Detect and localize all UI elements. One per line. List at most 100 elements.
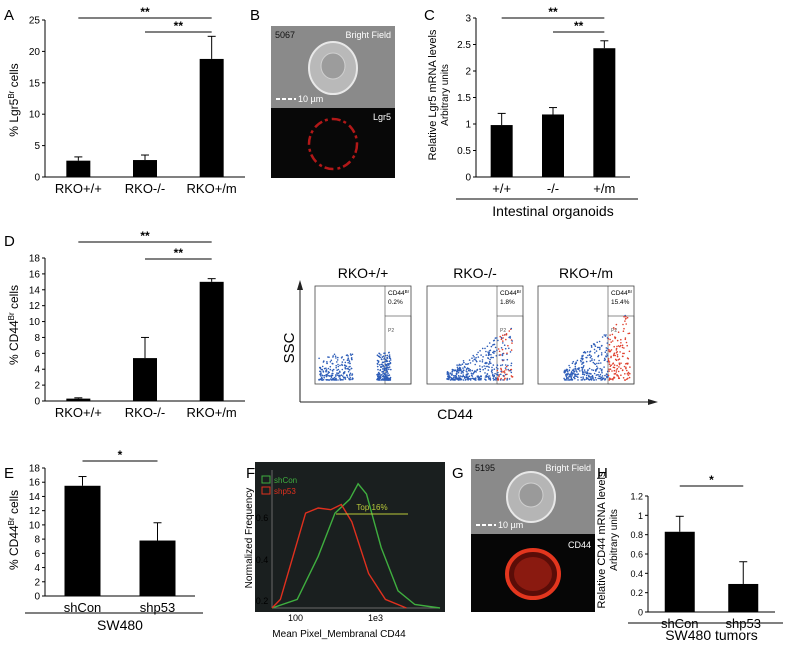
- flow-event-dot: [490, 345, 493, 348]
- flow-event-dot: [604, 359, 606, 361]
- flow-event-dot: [610, 355, 612, 358]
- flow-event-dot: [326, 362, 328, 365]
- flow-event-dot: [616, 354, 619, 356]
- flow-event-dot: [330, 375, 332, 377]
- flow-event-dot: [346, 376, 349, 378]
- flow-event-dot: [337, 368, 340, 371]
- flow-event-dot: [386, 379, 389, 381]
- flow-event-dot: [378, 356, 381, 358]
- flow-event-dot: [583, 373, 586, 376]
- group-label: Intestinal organoids: [492, 203, 613, 219]
- flow-event-dot: [502, 374, 505, 377]
- flow-event-dot: [323, 374, 326, 377]
- flow-event-dot: [490, 362, 492, 365]
- flow-event-dot: [323, 367, 326, 370]
- flow-event-dot: [597, 355, 599, 358]
- flow-event-dot: [510, 349, 513, 351]
- flow-event-dot: [592, 361, 595, 364]
- flow-event-dot: [593, 359, 596, 361]
- flow-event-dot: [462, 372, 464, 374]
- brightfield-label-g: Bright Field: [545, 463, 591, 473]
- flow-event-dot: [601, 378, 604, 380]
- flow-event-dot: [565, 379, 567, 381]
- series-shp53: [271, 503, 407, 609]
- flow-event-dot: [380, 354, 382, 356]
- flow-event-dot: [333, 353, 336, 356]
- flow-event-dot: [494, 377, 497, 379]
- flow-event-dot: [384, 352, 386, 354]
- flow-event-dot: [626, 369, 628, 372]
- flow-event-dot: [613, 373, 616, 375]
- flow-event-dot: [341, 356, 344, 358]
- flow-event-dot: [606, 374, 608, 376]
- flow-event-dot: [496, 373, 498, 376]
- flow-event-dot: [330, 379, 333, 381]
- flow-event-dot: [475, 360, 478, 363]
- panel-label-d: D: [4, 233, 15, 250]
- flow-event-dot: [497, 371, 499, 374]
- flow-event-dot: [342, 375, 344, 377]
- flow-event-dot: [585, 378, 588, 380]
- flow-event-dot: [623, 327, 625, 330]
- flow-event-dot: [618, 363, 621, 366]
- significance-label: **: [174, 246, 184, 260]
- flow-event-dot: [481, 359, 484, 361]
- flow-event-dot: [503, 372, 506, 374]
- flow-event-dot: [344, 366, 347, 369]
- lgr5-signal-ring: [307, 117, 359, 171]
- flow-event-dot: [504, 367, 507, 369]
- flow-event-dot: [385, 372, 387, 374]
- flow-event-dot: [377, 377, 380, 380]
- flow-event-dot: [495, 379, 497, 381]
- flow-event-dot: [615, 371, 618, 373]
- flow-event-dot: [505, 365, 508, 368]
- y-tick-label: 5: [34, 141, 40, 152]
- flow-event-dot: [611, 333, 614, 336]
- bar-RKO+/+: [66, 160, 91, 177]
- y-tick-label: 0.8: [630, 530, 643, 540]
- flow-event-dot: [467, 376, 469, 379]
- flow-event-dot: [498, 375, 500, 378]
- flow-event-dot: [604, 335, 607, 337]
- y-tick-label: 4: [34, 563, 40, 574]
- flow-event-dot: [611, 370, 613, 372]
- flow-event-dot: [488, 377, 491, 380]
- flow-event-dot: [626, 373, 629, 375]
- flow-event-dot: [487, 351, 489, 353]
- flow-event-dot: [465, 374, 468, 376]
- flow-event-dot: [484, 347, 486, 350]
- flow-event-dot: [344, 361, 347, 364]
- flow-event-dot: [349, 362, 351, 365]
- flow-event-dot: [496, 349, 498, 352]
- legend-label-shCon: shCon: [274, 476, 297, 485]
- bar-RKO+/+: [66, 398, 91, 401]
- flow-event-dot: [599, 347, 601, 349]
- y-tick-label: 0.5: [457, 146, 471, 157]
- flow-event-dot: [504, 364, 507, 366]
- flow-event-dot: [510, 364, 512, 367]
- flow-event-dot: [598, 375, 600, 378]
- flow-event-dot: [500, 370, 502, 373]
- flow-event-dot: [599, 348, 601, 351]
- flow-event-dot: [332, 378, 335, 380]
- flow-event-dot: [619, 345, 621, 348]
- flow-event-dot: [349, 377, 352, 379]
- flow-event-dot: [576, 359, 579, 362]
- flow-event-dot: [572, 360, 575, 363]
- flow-event-dot: [471, 357, 473, 360]
- flow-event-dot: [496, 337, 498, 339]
- category-label: +/m: [593, 181, 615, 196]
- flow-event-dot: [587, 354, 589, 357]
- flow-event-dot: [448, 378, 450, 381]
- flow-event-dot: [487, 353, 490, 355]
- flow-event-dot: [622, 330, 625, 333]
- bar-shCon: [64, 485, 101, 596]
- flow-event-dot: [383, 378, 386, 381]
- flow-event-dot: [453, 379, 456, 381]
- flow-event-dot: [341, 364, 344, 367]
- flow-event-dot: [499, 379, 502, 381]
- flow-event-dot: [624, 338, 627, 341]
- flow-event-dot: [628, 350, 631, 353]
- flow-event-dot: [616, 367, 619, 370]
- flow-event-dot: [466, 376, 468, 379]
